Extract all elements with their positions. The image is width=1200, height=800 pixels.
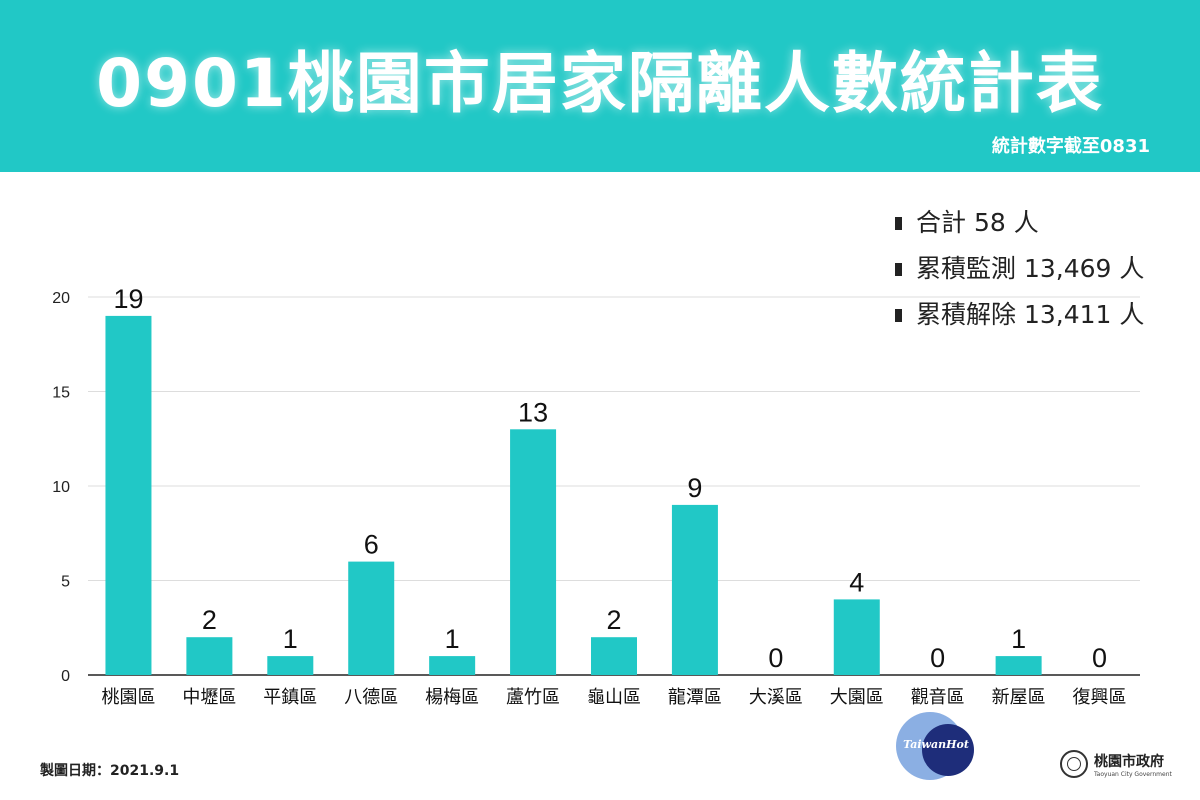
bullet-icon [895, 308, 902, 322]
y-tick-label: 20 [52, 290, 70, 307]
data-label: 1 [445, 624, 460, 654]
y-tick-label: 10 [52, 479, 70, 496]
taiwanhot-logo-text: TaiwanHot [903, 738, 969, 751]
x-tick-label: 大園區 [830, 687, 884, 708]
data-label: 4 [849, 567, 864, 597]
bar [510, 429, 557, 675]
data-cutoff-note: 統計數字截至0831 [991, 136, 1150, 157]
page-title: 0901桃園市居家隔離人數統計表 [96, 45, 1104, 122]
data-label: 1 [283, 624, 298, 654]
x-tick-label: 八德區 [344, 687, 398, 708]
x-tick-label: 蘆竹區 [506, 687, 560, 708]
y-tick-label: 5 [61, 574, 70, 591]
y-tick-label: 15 [52, 385, 70, 402]
city-seal-icon [1060, 750, 1088, 778]
bullet-icon [895, 262, 902, 276]
bar [671, 504, 718, 675]
chart-date: 製圖日期：2021.9.1 [40, 763, 180, 779]
bar [105, 315, 152, 675]
summary-list: 合計 58 人 累積監測 13,469 人 累積解除 13,411 人 [895, 200, 1144, 338]
x-tick-label: 新屋區 [992, 687, 1046, 708]
x-tick-label: 龍潭區 [668, 687, 722, 708]
y-tick-label: 0 [61, 668, 70, 685]
x-tick-label: 平鎮區 [263, 687, 317, 708]
x-tick-label: 龜山區 [587, 687, 641, 708]
government-name-en: Taoyuan City Government [1094, 770, 1172, 778]
bullet-icon [895, 216, 902, 230]
data-label: 6 [364, 530, 379, 560]
x-tick-label: 中壢區 [182, 687, 236, 708]
bar [186, 637, 233, 675]
taiwanhot-logo: TaiwanHot [890, 710, 980, 780]
header-banner: 0901桃園市居家隔離人數統計表 統計數字截至0831 [0, 0, 1200, 172]
government-logo: 桃園市政府 Taoyuan City Government [1060, 750, 1172, 778]
bar [267, 656, 314, 675]
x-tick-label: 復興區 [1073, 687, 1127, 708]
x-tick-label: 楊梅區 [425, 687, 479, 708]
x-tick-label: 桃園區 [101, 687, 155, 708]
summary-item-released: 累積解除 13,411 人 [895, 292, 1144, 338]
data-label: 2 [606, 605, 621, 635]
data-label: 13 [518, 397, 548, 427]
bar [348, 561, 395, 675]
data-label: 0 [930, 643, 945, 673]
data-label: 1 [1011, 624, 1026, 654]
summary-item-monitored: 累積監測 13,469 人 [895, 246, 1144, 292]
bar [591, 637, 637, 675]
x-tick-label: 觀音區 [911, 687, 965, 708]
government-name: 桃園市政府 [1094, 753, 1164, 770]
bar [429, 656, 476, 675]
data-label: 0 [768, 643, 783, 673]
bar [995, 656, 1042, 675]
summary-item-total: 合計 58 人 [895, 200, 1144, 246]
data-label: 0 [1092, 643, 1107, 673]
data-label: 9 [687, 473, 702, 503]
bar [833, 599, 880, 675]
x-tick-label: 大溪區 [749, 687, 803, 708]
data-label: 19 [113, 284, 143, 314]
data-label: 2 [202, 605, 217, 635]
